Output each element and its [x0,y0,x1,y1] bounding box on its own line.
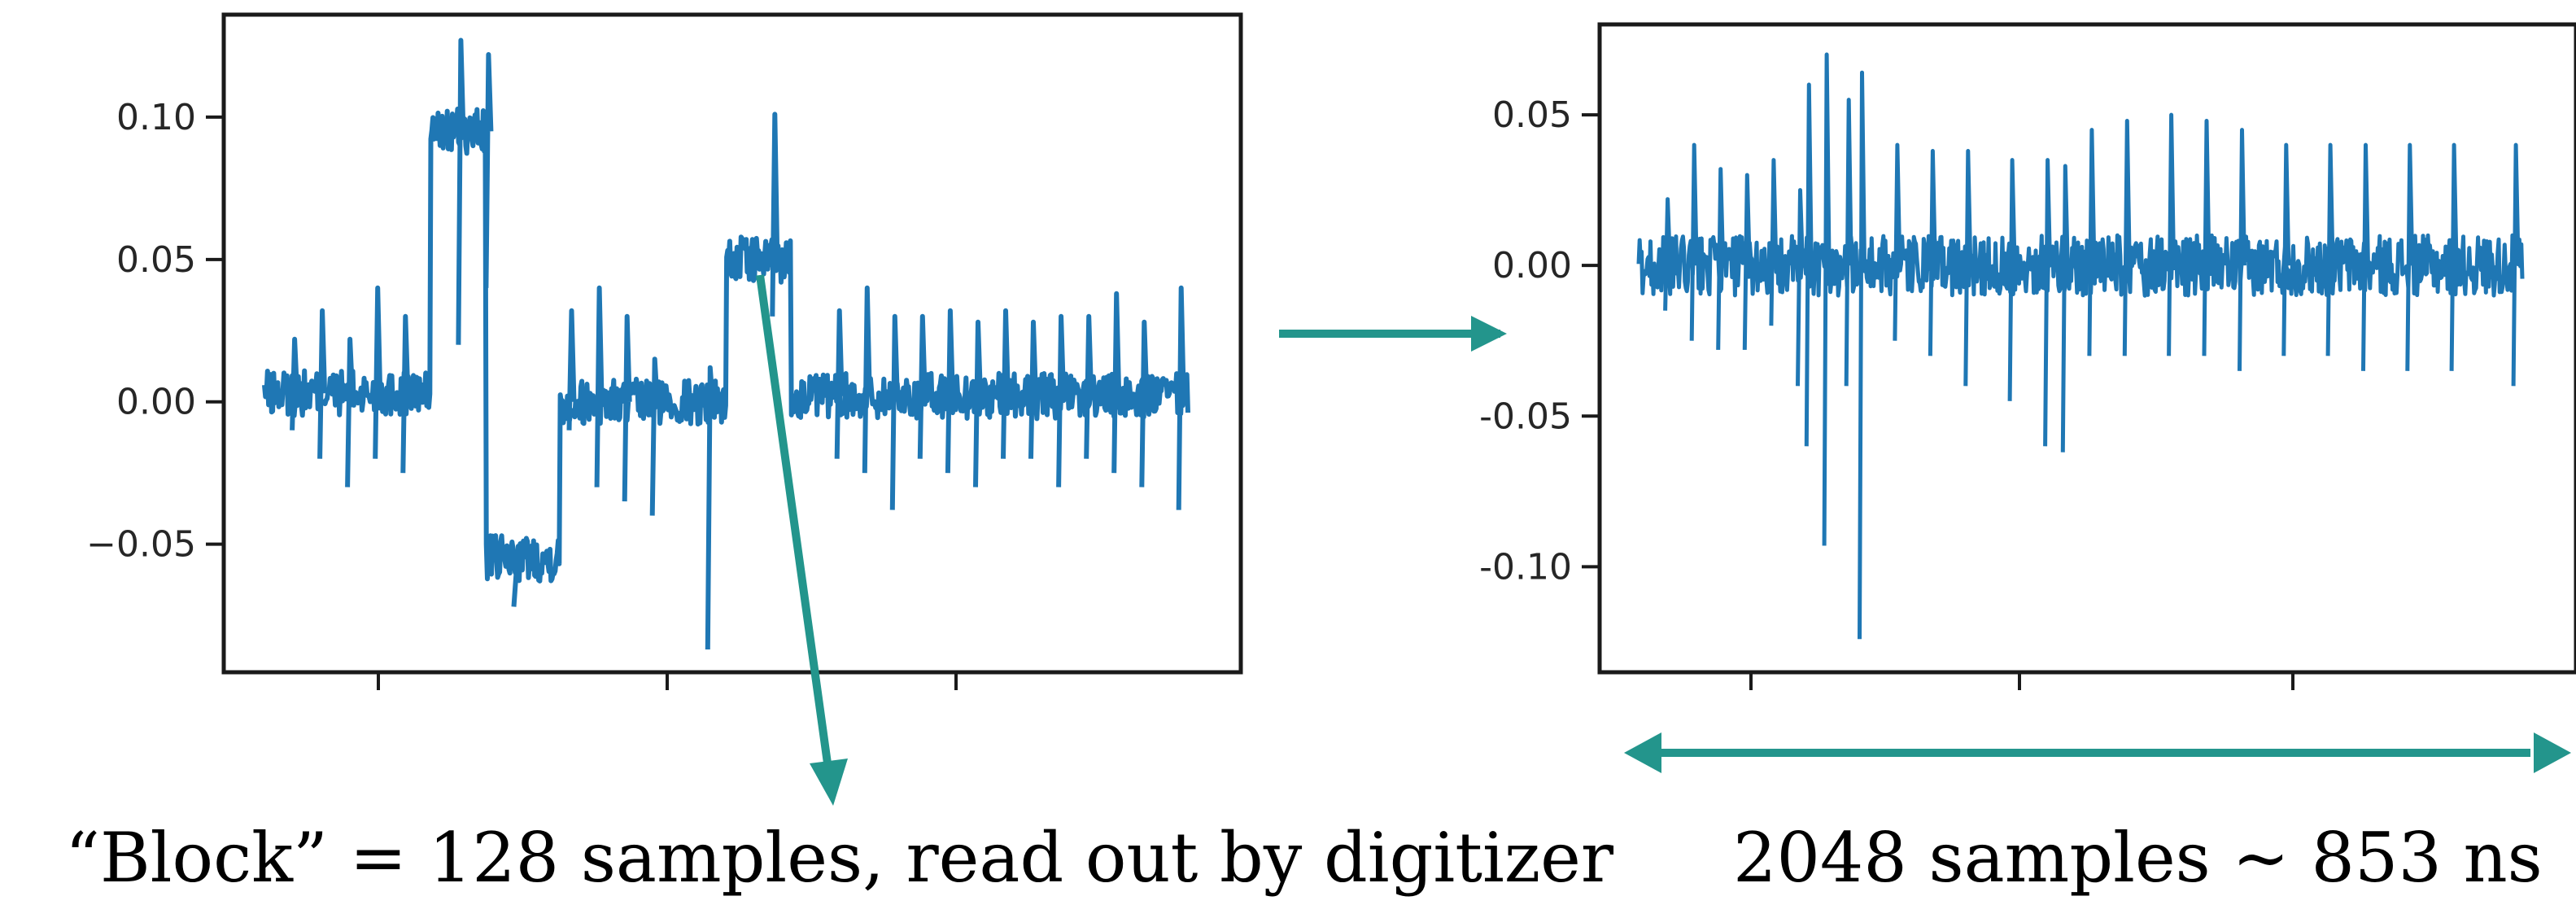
full-waveform-chart: -0.10 -0.05 0.00 0.05 [1479,22,2576,690]
y-axis: -0.10 -0.05 0.00 0.05 [1479,94,1600,588]
block-pointer-arrowhead [810,759,848,806]
y-tick-label: 0.00 [116,382,196,423]
y-tick-label: -0.10 [1479,546,1572,588]
y-tick-label: 0.00 [1492,245,1572,286]
block-caption: “Block” = 128 samples, read out by digit… [65,818,1614,898]
y-tick-label: 0.05 [116,239,196,281]
series-line [1636,52,2525,640]
plot-frame [221,12,1243,675]
y-tick-label: 0.10 [116,97,196,138]
y-axis: −0.05 0.00 0.05 0.10 [86,97,224,566]
y-tick-label: −0.05 [86,524,196,566]
duration-caption: 2048 samples ~ 853 ns [1733,818,2543,898]
y-tick-label: -0.05 [1479,396,1572,437]
x-axis [1749,672,2294,690]
y-tick-label: 0.05 [1492,94,1572,136]
x-axis [377,672,958,690]
span-arrowhead-left [1624,732,1661,773]
block-waveform-chart: −0.05 0.00 0.05 0.10 [86,12,1243,690]
block-pointer-arrow [756,274,832,770]
connector-arrowhead [1471,316,1507,352]
series-line [262,37,1190,650]
span-arrowhead-right [2534,732,2571,773]
plot-frame [1597,22,2576,675]
